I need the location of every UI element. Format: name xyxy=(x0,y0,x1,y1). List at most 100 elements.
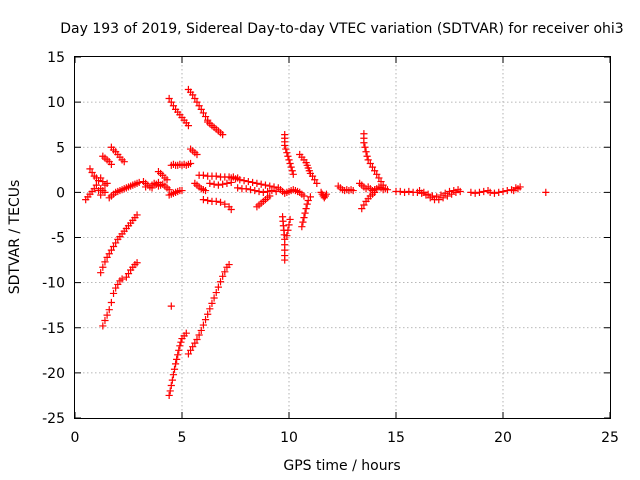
data-point xyxy=(445,187,454,196)
data-point xyxy=(424,190,432,198)
data-point xyxy=(176,342,184,350)
data-point xyxy=(163,176,171,184)
data-point xyxy=(107,160,115,168)
data-point xyxy=(242,185,250,193)
series-arc-1e xyxy=(99,259,141,330)
series-arc-2l xyxy=(199,195,235,214)
y-tick-label: -15 xyxy=(42,321,65,337)
data-point xyxy=(286,159,294,168)
series-arc-7a xyxy=(467,186,518,197)
data-point xyxy=(212,197,220,205)
data-point xyxy=(450,186,458,195)
series-arc-5d xyxy=(358,188,379,213)
data-point xyxy=(112,284,120,292)
series-arc-0b xyxy=(86,165,100,182)
data-point xyxy=(299,218,307,226)
data-point xyxy=(298,223,306,231)
data-point xyxy=(257,180,265,188)
data-point xyxy=(281,256,289,264)
series-arc-1b xyxy=(107,143,128,166)
data-point xyxy=(107,298,115,307)
data-point xyxy=(148,184,156,192)
data-point xyxy=(490,189,499,197)
data-point xyxy=(182,329,190,337)
data-point xyxy=(360,201,368,209)
data-point xyxy=(428,192,436,200)
series-arc-2g xyxy=(186,145,201,159)
data-point xyxy=(120,158,128,166)
series-arc-7b xyxy=(512,183,524,193)
data-point xyxy=(86,165,94,173)
y-tick-label: 15 xyxy=(47,50,65,66)
data-point xyxy=(225,260,233,269)
data-point xyxy=(193,335,201,344)
data-point xyxy=(415,186,424,195)
data-point xyxy=(101,188,109,196)
data-point xyxy=(303,200,311,208)
data-point xyxy=(516,183,524,191)
series-arc-1c xyxy=(105,178,143,202)
series-arc-3c xyxy=(227,174,282,192)
data-point xyxy=(259,188,267,196)
data-point xyxy=(216,198,225,206)
data-point xyxy=(212,172,220,180)
series-outlier xyxy=(167,302,175,310)
data-point xyxy=(210,294,218,302)
data-point xyxy=(282,145,290,153)
series-arc-7c xyxy=(542,188,550,196)
data-point xyxy=(92,181,100,189)
series-arc-3d xyxy=(234,184,280,196)
x-tick-label: 15 xyxy=(387,430,405,446)
data-point xyxy=(175,346,183,354)
data-point xyxy=(304,164,312,172)
data-point xyxy=(118,275,126,283)
data-point xyxy=(199,321,207,329)
data-point xyxy=(303,161,311,169)
y-tick-label: 10 xyxy=(47,95,65,111)
data-point xyxy=(169,102,178,110)
data-point xyxy=(227,174,235,182)
series-arc-1a xyxy=(99,152,115,168)
data-point xyxy=(441,189,449,197)
data-point xyxy=(105,250,113,258)
data-point xyxy=(311,176,319,184)
data-point xyxy=(99,322,107,330)
data-point xyxy=(221,268,229,276)
data-point xyxy=(191,339,199,347)
data-point xyxy=(210,180,218,188)
data-point xyxy=(240,177,248,185)
data-point xyxy=(97,269,105,277)
series-arc-4e xyxy=(296,150,321,187)
data-point xyxy=(286,215,294,224)
data-point xyxy=(322,190,331,198)
data-point xyxy=(266,182,274,190)
data-point xyxy=(90,185,98,193)
data-point xyxy=(201,186,210,195)
data-point xyxy=(368,163,377,171)
data-point xyxy=(313,179,321,187)
data-point xyxy=(261,181,270,189)
data-point xyxy=(204,310,212,318)
data-point xyxy=(167,98,175,106)
data-point xyxy=(92,174,100,182)
data-point xyxy=(221,200,229,208)
data-point xyxy=(360,139,368,147)
y-tick-label: -5 xyxy=(51,231,65,247)
data-point xyxy=(199,195,207,204)
data-point xyxy=(227,205,235,214)
data-point xyxy=(433,193,441,201)
data-point xyxy=(94,186,103,195)
data-point xyxy=(486,188,494,196)
data-point xyxy=(124,270,133,278)
data-point xyxy=(361,143,369,151)
data-point xyxy=(283,149,291,157)
series-arc-1d xyxy=(97,211,141,277)
data-point xyxy=(475,188,484,196)
data-point xyxy=(186,346,195,354)
data-point xyxy=(133,259,141,267)
x-tick-label: 25 xyxy=(601,430,619,446)
x-tick-label: 5 xyxy=(178,430,187,446)
data-point xyxy=(383,186,392,194)
data-point xyxy=(305,167,313,175)
data-point xyxy=(208,299,216,307)
